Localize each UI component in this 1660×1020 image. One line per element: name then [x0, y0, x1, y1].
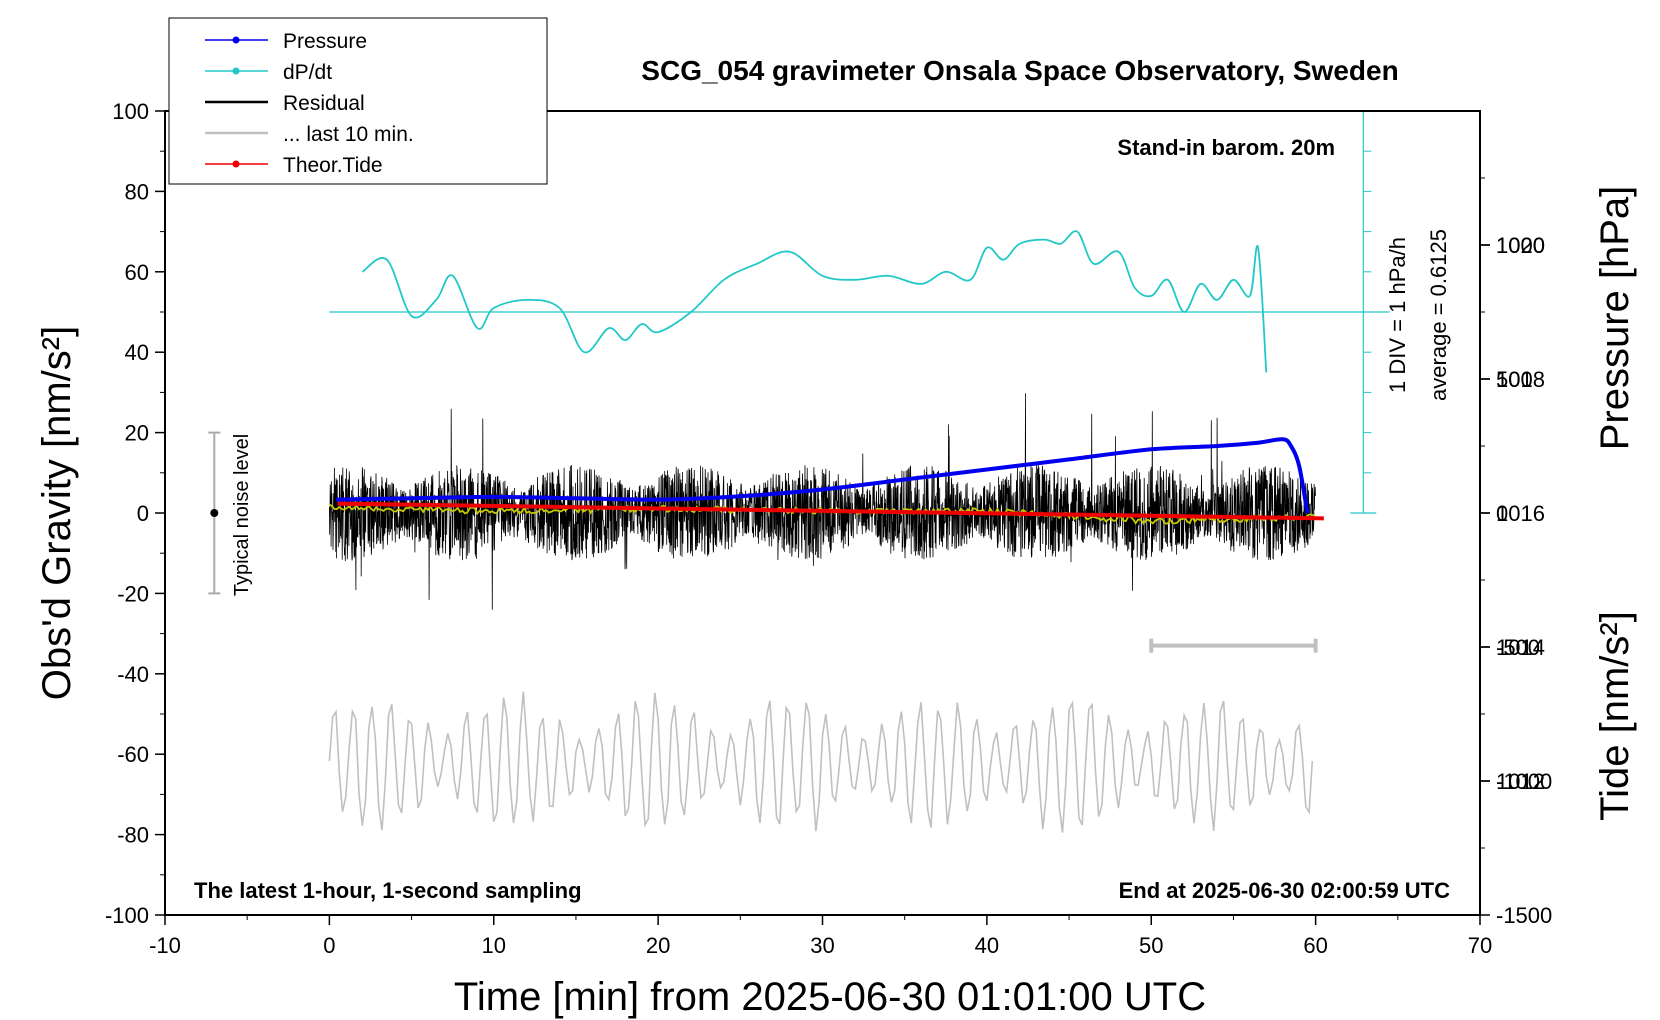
- sampling-note: The latest 1-hour, 1-second sampling: [194, 878, 582, 903]
- series-pressure: [335, 437, 1310, 514]
- legend: Pressure dP/dt Residual ... last 10 min.…: [168, 17, 548, 185]
- legend-label-dpdt: dP/dt: [283, 61, 332, 84]
- legend-label-residual: Residual: [283, 92, 365, 115]
- series-dpdt: [361, 230, 1268, 373]
- y-tick-label: 20: [125, 421, 149, 446]
- y-axis-title-pressure: Pressure [hPa]: [1593, 186, 1637, 451]
- dpdt-average-note: average = 0.6125: [1426, 229, 1451, 401]
- y-tick-label: 80: [125, 179, 149, 204]
- tide-tick-label: 1000: [1496, 233, 1545, 258]
- x-tick-label: 20: [646, 933, 670, 958]
- x-tick-label: 60: [1303, 933, 1327, 958]
- tide-tick-label: 500: [1496, 367, 1533, 392]
- y-tick-label: -100: [105, 903, 149, 928]
- y-tick-label: 40: [125, 340, 149, 365]
- y-axis-title-tide: Tide [nm/s²]: [1593, 611, 1637, 821]
- series-last-10-min: [328, 691, 1314, 833]
- y-axis-title-gravity: Obs'd Gravity [nm/s²]: [35, 326, 79, 700]
- x-tick-label: 40: [975, 933, 999, 958]
- pressure-tick-label: 1014: [1496, 635, 1545, 660]
- tide-tick-label: -1500: [1496, 903, 1552, 928]
- pressure-tick-label: 1012: [1496, 769, 1545, 794]
- legend-label-last10: ... last 10 min.: [283, 123, 414, 146]
- data-layer: [208, 110, 1390, 833]
- tide-tick-label: -500: [1496, 635, 1540, 660]
- y-tick-label: 100: [112, 99, 149, 124]
- pressure-tick-label: 1020: [1496, 233, 1545, 258]
- legend-marker-dpdt: [232, 67, 240, 75]
- x-tick-label: 30: [810, 933, 834, 958]
- chart-title: SCG_054 gravimeter Onsala Space Observat…: [641, 55, 1398, 86]
- y-tick-label: -40: [117, 662, 149, 687]
- y-tick-label: 60: [125, 260, 149, 285]
- tide-tick-label: -1000: [1496, 769, 1552, 794]
- y-tick-label: 0: [137, 501, 149, 526]
- y-tick-label: -60: [117, 742, 149, 767]
- noise-level-note: Typical noise level: [231, 434, 253, 596]
- pressure-tick-label: 1016: [1496, 501, 1545, 526]
- dpdt-scale-note: 1 DIV = 1 hPa/h: [1385, 237, 1410, 393]
- x-tick-label: -10: [149, 933, 181, 958]
- x-tick-label: 10: [482, 933, 506, 958]
- y-tick-label: -20: [117, 581, 149, 606]
- tide-tick-label: 0: [1496, 501, 1508, 526]
- noise-bar-dot: [210, 509, 219, 517]
- x-tick-label: 70: [1468, 933, 1492, 958]
- legend-label-tide: Theor.Tide: [283, 154, 383, 177]
- axes-layer: -10 0 10 20 30 40 50 60 70-100-80-60-40-20020406…: [105, 99, 1552, 958]
- legend-label-pressure: Pressure: [283, 30, 367, 53]
- y-tick-label: -80: [117, 823, 149, 848]
- series-theor-tide: [337, 501, 1324, 521]
- series-residual: [329, 393, 1316, 610]
- x-tick-label: 0: [323, 933, 335, 958]
- pressure-tick-label: 1018: [1496, 367, 1545, 392]
- legend-marker-tide: [232, 160, 240, 168]
- end-time-note: End at 2025-06-30 02:00:59 UTC: [1119, 878, 1450, 903]
- x-tick-label: 50: [1139, 933, 1163, 958]
- barometer-note: Stand-in barom. 20m: [1117, 135, 1335, 160]
- legend-marker-pressure: [232, 36, 240, 44]
- x-axis-title: Time [min] from 2025-06-30 01:01:00 UTC: [454, 975, 1206, 1019]
